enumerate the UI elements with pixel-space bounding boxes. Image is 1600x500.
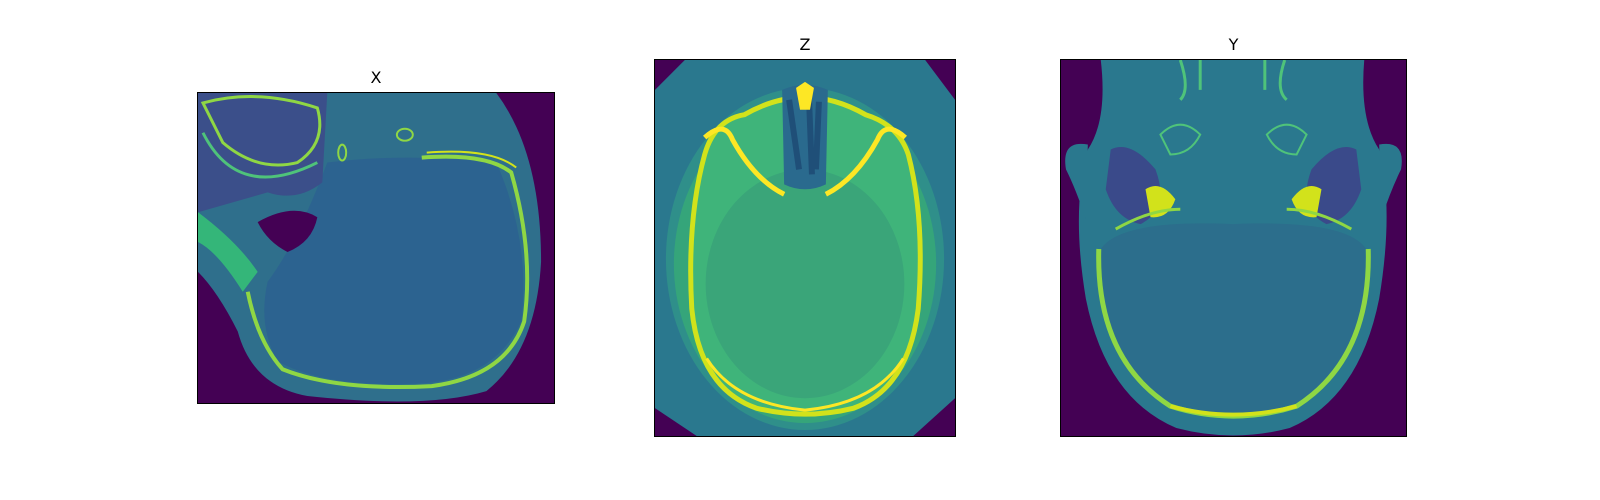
sagittal-ct-image: [198, 93, 554, 403]
panel-x: X: [197, 65, 555, 404]
coronal-ct-image: [1061, 60, 1406, 436]
axial-ct-image: [655, 60, 955, 436]
panel-title-x: X: [370, 68, 382, 87]
panel-y: Y: [1060, 32, 1407, 437]
panel-z: Z: [654, 32, 956, 437]
panel-title-z: Z: [799, 35, 811, 54]
image-x-frame: [197, 92, 555, 404]
image-z-frame: [654, 59, 956, 437]
image-y-frame: [1060, 59, 1407, 437]
panel-title-y: Y: [1228, 35, 1239, 54]
